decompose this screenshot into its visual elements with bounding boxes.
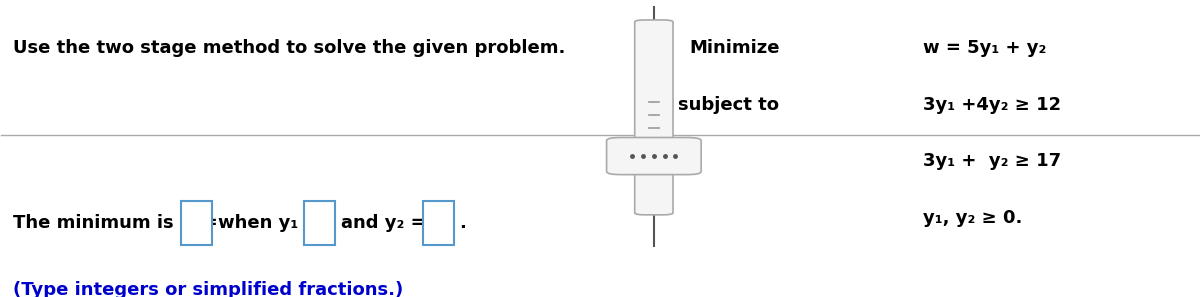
Text: y₁, y₂ ≥ 0.: y₁, y₂ ≥ 0. xyxy=(923,209,1022,227)
FancyBboxPatch shape xyxy=(635,20,673,215)
Text: Use the two stage method to solve the given problem.: Use the two stage method to solve the gi… xyxy=(13,39,565,57)
Text: when y₁ =: when y₁ = xyxy=(218,214,319,232)
Text: The minimum is w =: The minimum is w = xyxy=(13,214,218,232)
Text: 3y₁ +  y₂ ≥ 17: 3y₁ + y₂ ≥ 17 xyxy=(923,152,1061,170)
Text: w = 5y₁ + y₂: w = 5y₁ + y₂ xyxy=(923,39,1046,57)
Text: subject to: subject to xyxy=(678,96,779,113)
FancyBboxPatch shape xyxy=(181,201,212,245)
Text: Minimize: Minimize xyxy=(690,39,780,57)
Text: .: . xyxy=(458,214,466,232)
FancyBboxPatch shape xyxy=(606,138,701,175)
Text: and y₂ =: and y₂ = xyxy=(342,214,426,232)
Text: (Type integers or simplified fractions.): (Type integers or simplified fractions.) xyxy=(13,281,403,297)
FancyBboxPatch shape xyxy=(305,201,336,245)
Text: 3y₁ +4y₂ ≥ 12: 3y₁ +4y₂ ≥ 12 xyxy=(923,96,1061,113)
FancyBboxPatch shape xyxy=(422,201,454,245)
